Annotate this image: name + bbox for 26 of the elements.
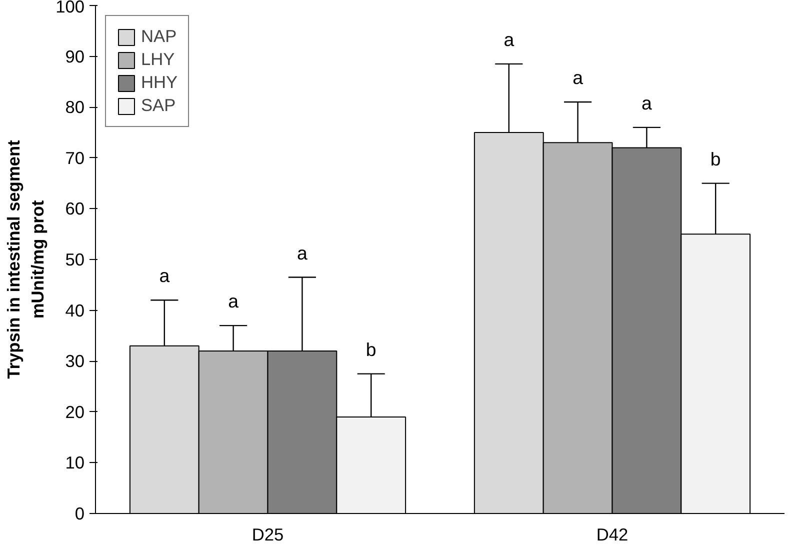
annotation: a: [159, 265, 170, 286]
legend-label: NAP: [141, 26, 177, 47]
legend-label: LHY: [141, 49, 175, 70]
y-tick-label: 10: [65, 452, 85, 473]
y-tick-label: 80: [65, 97, 85, 118]
annotation: a: [228, 290, 240, 312]
y-tick-label: 20: [65, 402, 85, 422]
legend-label: SAP: [141, 95, 176, 116]
annotation: a: [297, 242, 308, 264]
y-tick-label: 90: [65, 46, 85, 66]
annotation: a: [642, 92, 653, 114]
x-tick-label: D42: [596, 524, 628, 544]
annotation: b: [366, 338, 376, 360]
y-tick-label: 0: [74, 504, 85, 524]
annotation: b: [710, 148, 721, 170]
y-tick-label: 50: [65, 250, 85, 270]
y-tick-label: 60: [65, 198, 85, 219]
y-axis-title: Trypsin in intestinal segment mUnit/mg prot: [4, 140, 48, 379]
y-tick-label: 40: [65, 300, 85, 320]
y-tick-label: 100: [56, 0, 85, 16]
y-tick-label: 30: [65, 351, 85, 372]
legend-label: HHY: [141, 72, 178, 93]
x-tick-label: D25: [252, 524, 284, 544]
annotation: a: [504, 28, 515, 50]
y-tick-label: 70: [65, 148, 85, 168]
annotation: a: [572, 67, 584, 88]
